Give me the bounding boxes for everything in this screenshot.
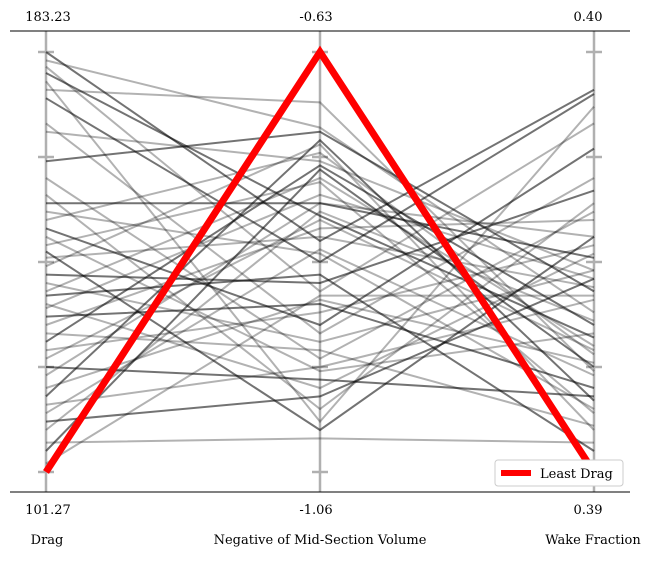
- least-drag-line: [43, 45, 597, 474]
- background-series-line: [45, 218, 595, 360]
- background-series-line: [45, 277, 595, 423]
- frame: [10, 30, 630, 493]
- background-series-line: [45, 72, 595, 339]
- background-series-line: [45, 219, 595, 326]
- highlight-series-group: [43, 45, 597, 474]
- volume-min-label: -1.06: [299, 503, 332, 518]
- background-series-line: [45, 80, 595, 424]
- background-series-line: [45, 193, 595, 310]
- background-series-line: [45, 235, 595, 289]
- background-series-line: [45, 298, 595, 406]
- background-series-line: [45, 366, 595, 398]
- volume-max-label: -0.63: [299, 10, 332, 25]
- background-series-line: [45, 151, 595, 356]
- background-series-line: [45, 130, 595, 272]
- background-series-line: [45, 273, 595, 452]
- background-series-line: [45, 93, 595, 264]
- background-series-line: [45, 294, 594, 465]
- drag-axis-name: Drag: [31, 533, 64, 548]
- legend-label: Least Drag: [540, 467, 613, 482]
- wake-max-label: 0.40: [574, 10, 603, 25]
- drag-min-label: 101.27: [25, 503, 71, 518]
- drag-max-label: 183.23: [25, 10, 71, 25]
- wake-min-label: 0.39: [574, 503, 603, 518]
- background-series-line: [45, 147, 595, 327]
- background-series-line: [46, 202, 595, 259]
- background-series-line: [45, 65, 595, 293]
- background-series-line: [45, 88, 595, 372]
- legend: Least Drag: [494, 459, 624, 487]
- background-series-line: [45, 235, 595, 373]
- background-series-line: [45, 164, 595, 343]
- background-series-line: [45, 138, 595, 402]
- background-series-line: [45, 210, 595, 410]
- wake-axis-name: Wake Fraction: [545, 533, 641, 548]
- background-series-line: [45, 130, 595, 293]
- background-series-line: [45, 177, 595, 360]
- background-series-line: [45, 269, 595, 343]
- volume-axis-name: Negative of Mid-Section Volume: [214, 533, 427, 548]
- background-series-line: [45, 59, 595, 314]
- background-series-line: [45, 332, 595, 427]
- legend-box: [494, 459, 624, 487]
- background-series-line: [45, 168, 595, 452]
- background-series-line: [45, 202, 595, 377]
- background-series-line: [45, 189, 595, 285]
- background-series-line: [45, 437, 595, 444]
- background-series-line: [45, 51, 595, 243]
- background-series-line: [45, 302, 595, 389]
- background-series-line: [45, 176, 595, 347]
- background-series-line: [45, 122, 595, 335]
